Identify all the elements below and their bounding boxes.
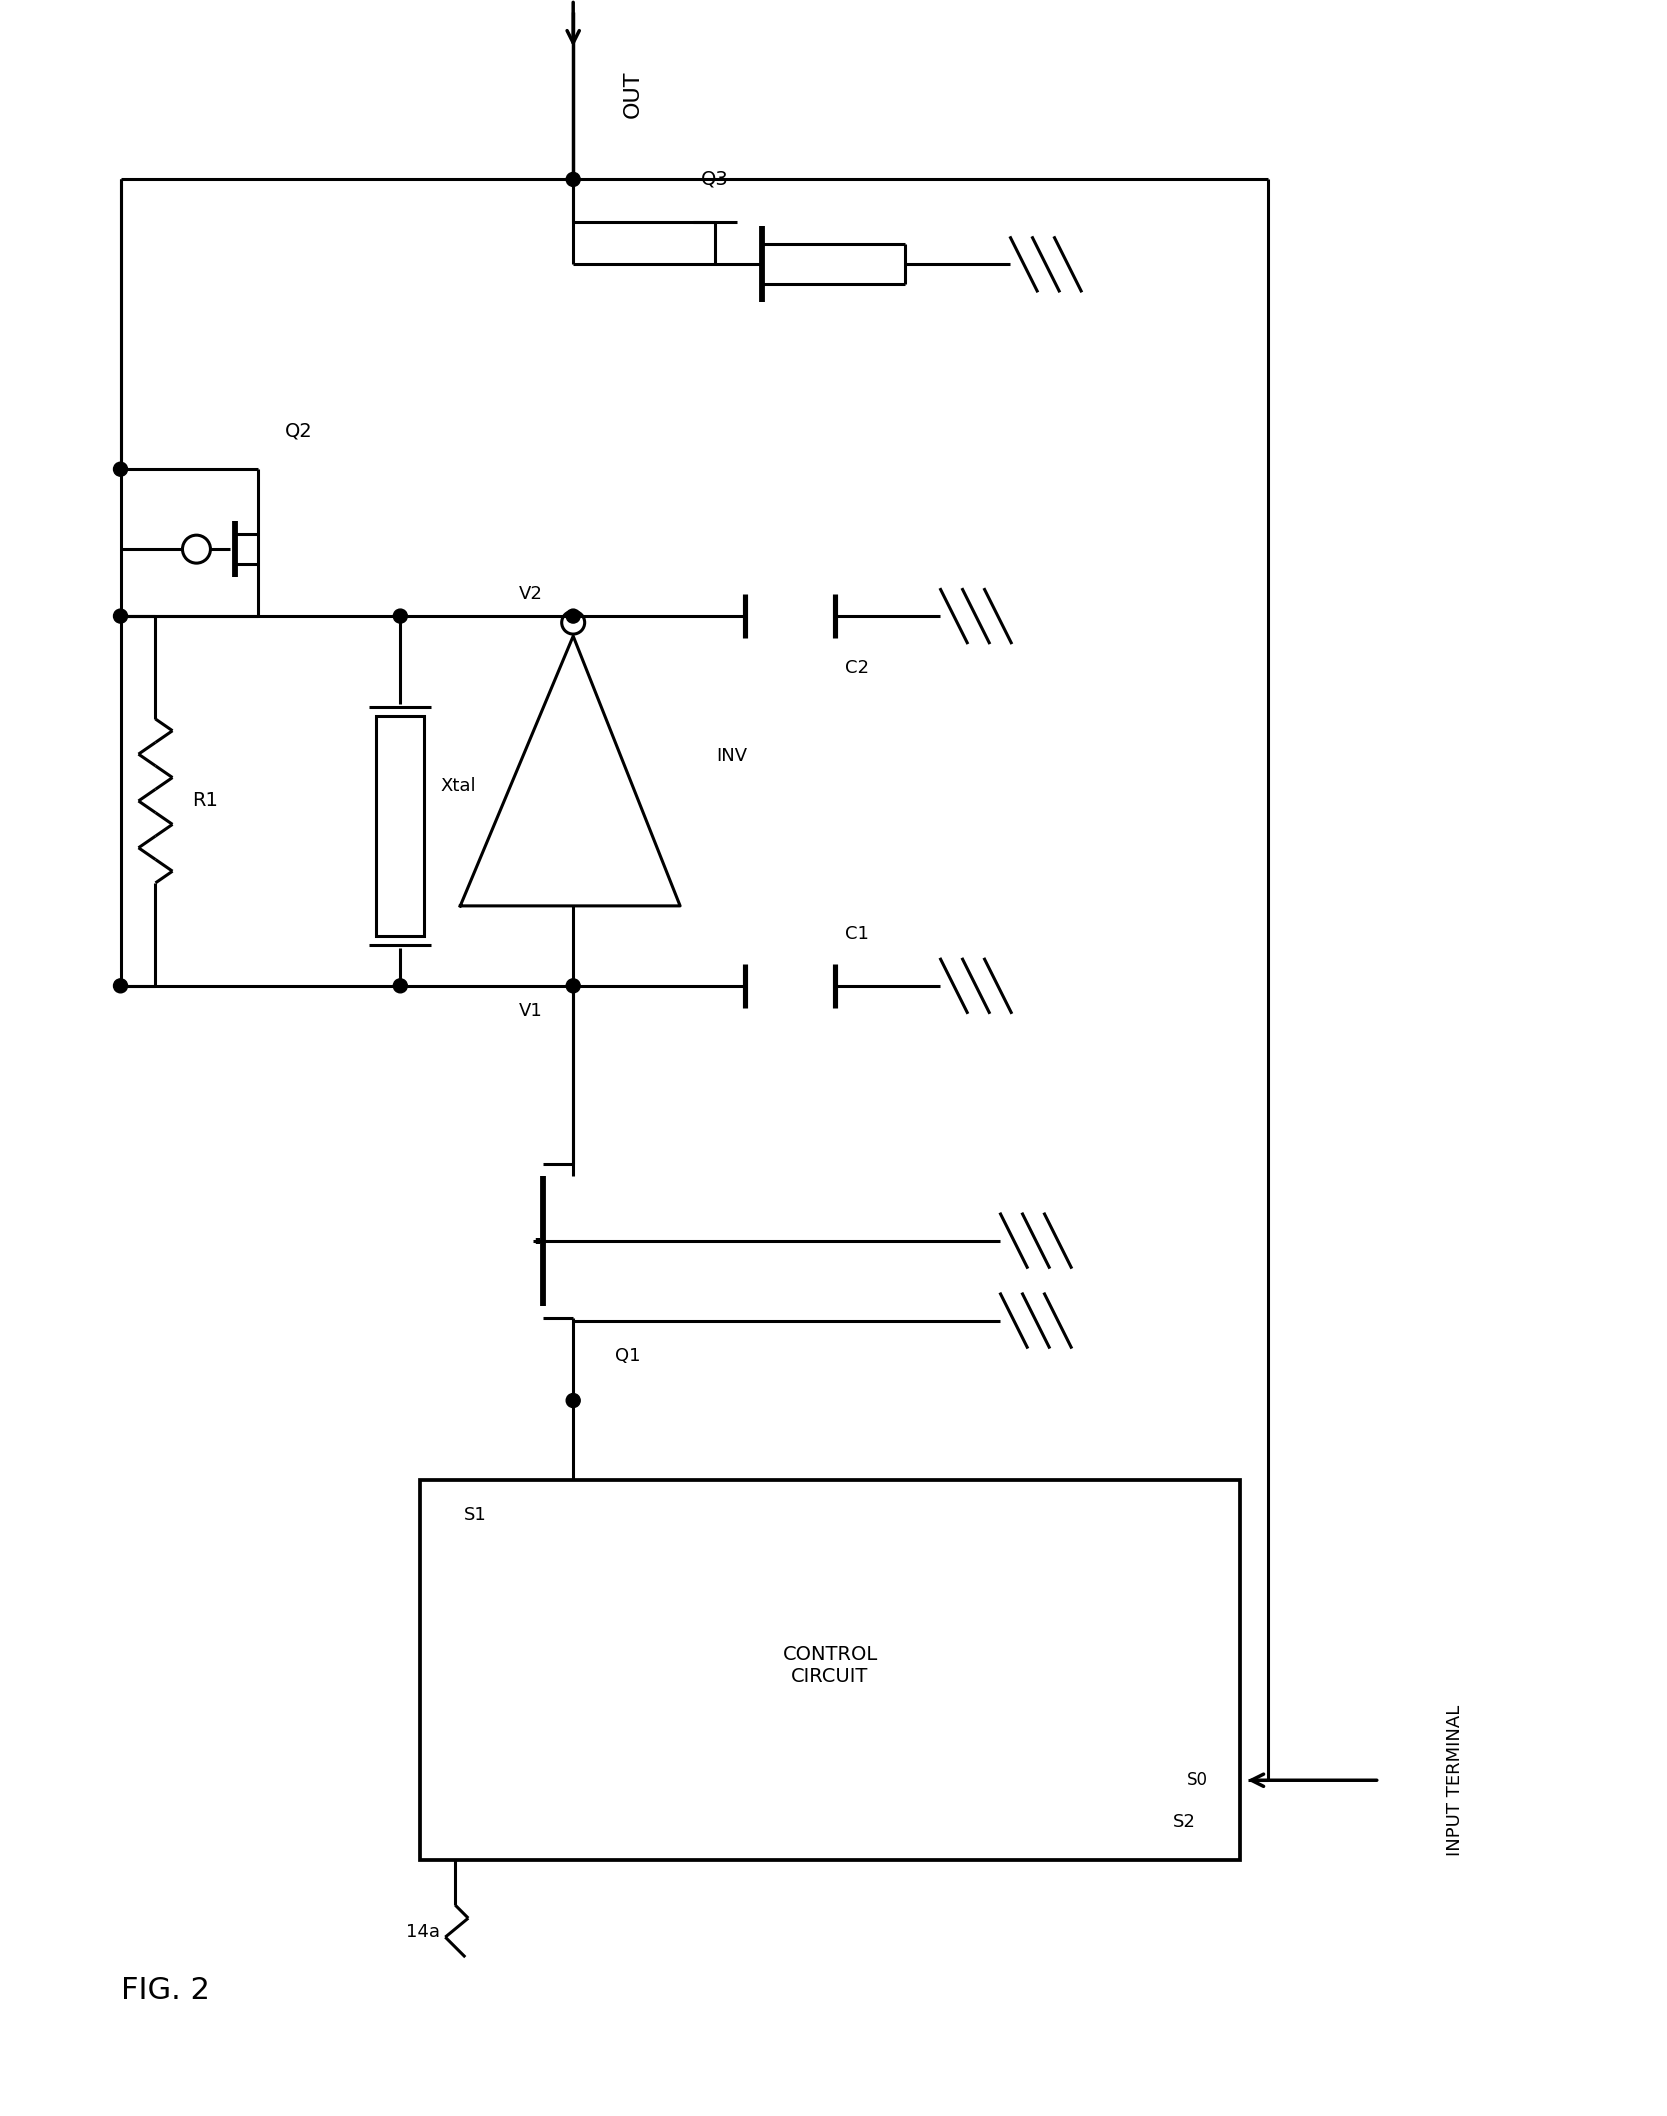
Circle shape [393,609,407,622]
Text: INPUT TERMINAL: INPUT TERMINAL [1445,1705,1464,1856]
Text: S2: S2 [1174,1813,1197,1830]
Text: C1: C1 [845,925,869,944]
Text: R1: R1 [192,791,218,810]
Text: Xtal: Xtal [440,777,477,796]
Bar [377,715,425,935]
Text: V2: V2 [520,586,543,603]
Text: Q1: Q1 [615,1346,640,1365]
Circle shape [567,980,580,992]
Text: INV: INV [717,747,747,766]
Text: 14a: 14a [407,1923,440,1940]
Circle shape [113,609,127,622]
Circle shape [567,1394,580,1407]
Circle shape [113,980,127,992]
Text: Q2: Q2 [285,421,312,440]
Circle shape [393,980,407,992]
Polygon shape [460,637,680,906]
Text: OUT: OUT [623,70,643,118]
Text: FIG. 2: FIG. 2 [120,1976,210,2004]
Bar [420,1481,1240,1860]
Text: V1: V1 [520,1001,543,1020]
Circle shape [113,461,127,476]
Text: Q3: Q3 [702,169,728,188]
Text: CONTROL
CIRCUIT: CONTROL CIRCUIT [782,1644,877,1686]
Circle shape [567,609,580,622]
Text: S0: S0 [1187,1771,1209,1790]
Text: C2: C2 [845,658,869,677]
Text: S1: S1 [463,1507,487,1524]
Circle shape [567,171,580,186]
